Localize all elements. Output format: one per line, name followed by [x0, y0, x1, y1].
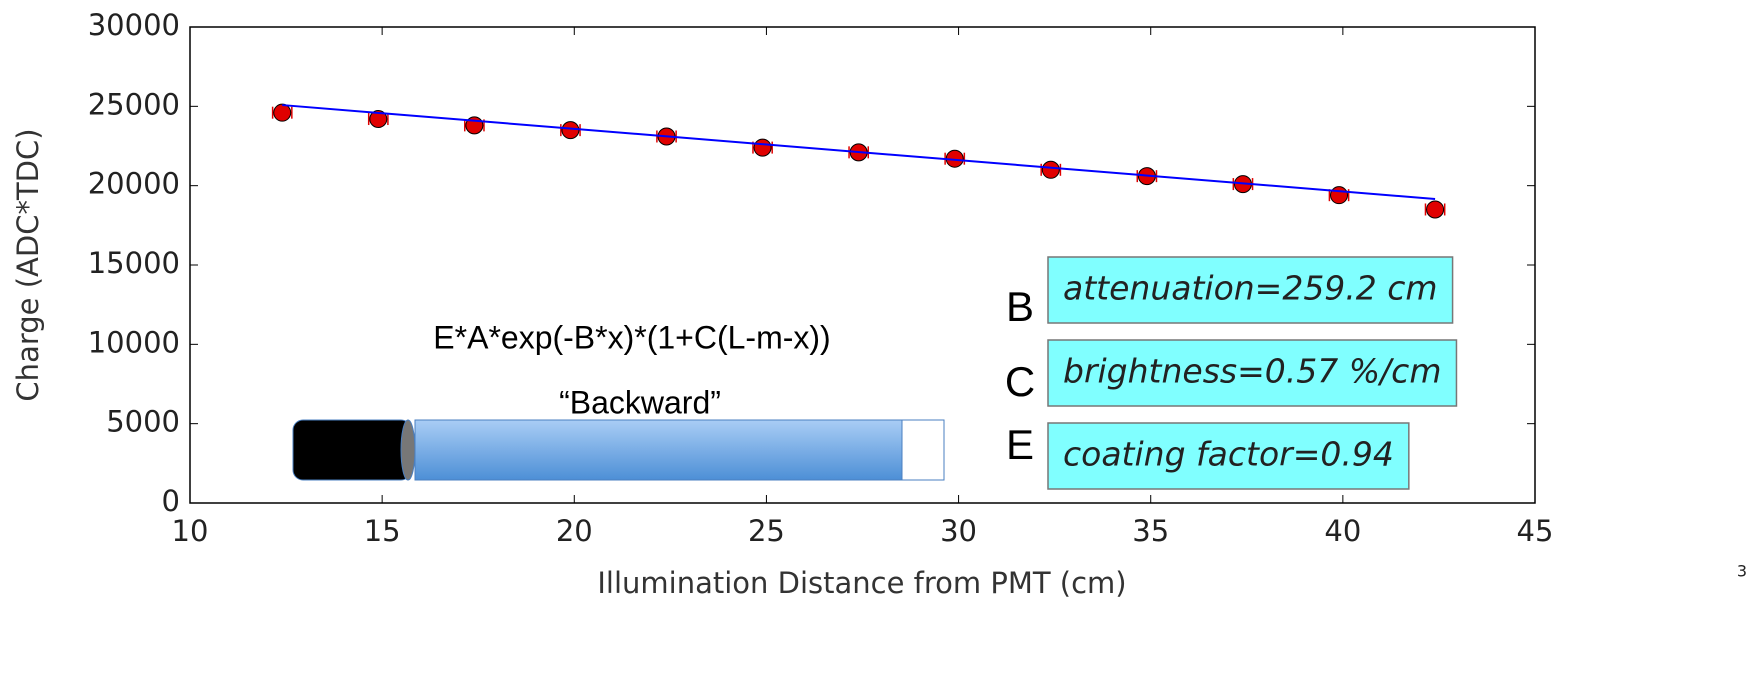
x-tick-label: 15 — [364, 514, 401, 548]
data-point — [1041, 160, 1060, 179]
data-point — [369, 110, 388, 129]
param-box — [1047, 339, 1458, 407]
geometry-label: “Backward” — [559, 384, 721, 420]
y-tick-label: 20000 — [88, 167, 180, 201]
param-text: attenuation=259.2 cm — [1063, 269, 1438, 308]
data-point — [1426, 200, 1445, 219]
x-tick-label: 40 — [1324, 514, 1361, 548]
formula: E*A*exp(-B*x)*(1+C(L-m-x)) — [433, 319, 830, 355]
data-point — [273, 103, 292, 122]
param-text: coating factor=0.94 — [1063, 435, 1394, 474]
param-box — [1047, 422, 1410, 490]
data-point — [753, 138, 772, 157]
y-tick-label: 30000 — [88, 8, 180, 42]
param-letter: E — [1006, 421, 1034, 468]
param-letter: C — [1005, 358, 1035, 405]
y-tick-label: 10000 — [88, 325, 180, 359]
data-point — [561, 121, 580, 140]
y-tick-label: 5000 — [106, 405, 180, 439]
x-tick-label: 45 — [1517, 514, 1554, 548]
param-letter: B — [1006, 283, 1034, 330]
x-tick-label: 10 — [172, 514, 209, 548]
x-tick-label: 25 — [748, 514, 785, 548]
detector-drawing — [292, 419, 945, 481]
page-number: 3 — [1737, 562, 1747, 581]
y-tick-label: 15000 — [88, 246, 180, 280]
x-tick-label: 35 — [1132, 514, 1169, 548]
y-tick-label: 0 — [162, 484, 180, 518]
x-tick-label: 30 — [940, 514, 977, 548]
y-tick-label: 25000 — [88, 87, 180, 121]
y-axis-label: Charge (ADC*TDC) — [11, 128, 45, 401]
x-axis-label: Illumination Distance from PMT (cm) — [597, 566, 1126, 600]
x-tick-label: 20 — [556, 514, 593, 548]
data-point — [1330, 186, 1349, 205]
fit-line — [282, 104, 1436, 200]
param-text: brightness=0.57 %/cm — [1063, 352, 1441, 391]
param-box — [1047, 256, 1454, 324]
